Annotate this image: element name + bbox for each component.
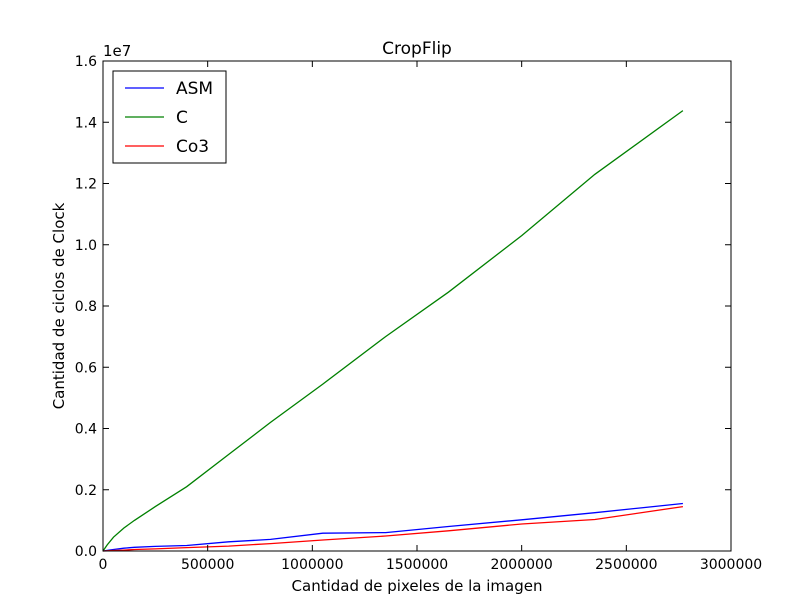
x-tick-label: 500000 — [181, 557, 234, 573]
y-axis-label: Cantidad de ciclos de Clock — [50, 202, 68, 409]
x-tick-label: 1000000 — [281, 557, 343, 573]
y-tick-label: 1.0 — [75, 238, 97, 254]
legend-label-c: C — [176, 108, 188, 128]
y-tick-label: 0.0 — [75, 544, 97, 560]
y-tick-label: 1.2 — [75, 177, 97, 193]
y-tick-label: 1.6 — [75, 54, 97, 70]
y-tick-label: 1.4 — [75, 115, 97, 131]
x-tick-label: 2000000 — [490, 557, 552, 573]
x-axis-label: Cantidad de pixeles de la imagen — [292, 577, 543, 595]
x-tick-label: 2500000 — [595, 557, 657, 573]
series-line-co3 — [102, 505, 683, 552]
series-line-c — [102, 110, 684, 552]
chart-title: CropFlip — [382, 39, 452, 59]
legend-entries: ASM C Co3 — [125, 79, 213, 157]
plot-area — [102, 60, 732, 552]
x-tick-label: 0 — [99, 557, 108, 573]
y-tick-label: 0.2 — [75, 483, 97, 499]
y-offset-label: 1e7 — [103, 42, 131, 60]
legend-label-asm: ASM — [176, 79, 213, 99]
series-layer — [102, 110, 684, 552]
series-line-asm — [102, 502, 683, 552]
legend-label-co3: Co3 — [176, 137, 209, 157]
legend: ASM C Co3 — [112, 70, 227, 164]
x-tick-label: 3000000 — [700, 557, 762, 573]
y-tick-label: 0.4 — [75, 422, 97, 438]
y-tick-label: 0.8 — [75, 299, 97, 315]
tick-layer: 0 500000 1000000 1500000 2000000 2500000 30000… — [75, 54, 762, 573]
x-tick-label: 1500000 — [386, 557, 448, 573]
y-tick-label: 0.6 — [75, 360, 97, 376]
